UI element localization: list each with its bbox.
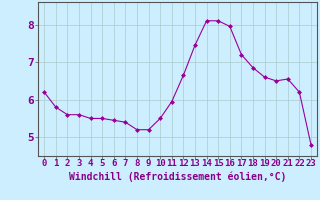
X-axis label: Windchill (Refroidissement éolien,°C): Windchill (Refroidissement éolien,°C) [69,171,286,182]
